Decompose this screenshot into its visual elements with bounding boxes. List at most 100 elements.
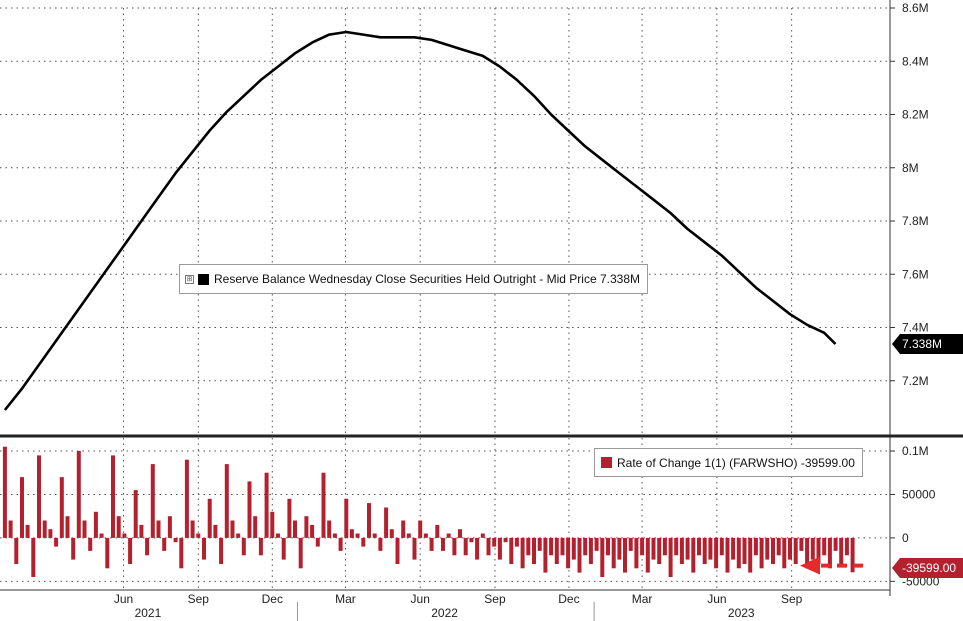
roc-bar: [281, 537, 286, 560]
roc-bar: [384, 507, 389, 538]
roc-bar: [571, 537, 576, 560]
roc-bar: [668, 537, 673, 577]
line-series: [3, 30, 837, 411]
roc-bar: [54, 537, 59, 547]
roc-bar: [480, 533, 485, 538]
roc-bar: [532, 537, 536, 564]
roc-bar: [264, 472, 269, 538]
roc-bar: [560, 537, 565, 556]
roc-bar: [207, 498, 212, 538]
roc-bar: [224, 464, 229, 538]
x-month-label: Jun: [707, 592, 726, 606]
roc-bar: [349, 529, 354, 538]
roc-bar: [401, 520, 406, 538]
roc-bar: [799, 537, 804, 551]
roc-bar: [25, 524, 30, 538]
roc-bar: [37, 455, 41, 538]
roc-bar: [418, 520, 423, 538]
x-month-label: Mar: [632, 592, 653, 606]
roc-bar: [776, 537, 781, 556]
bar-series: [2, 446, 855, 577]
roc-bar: [526, 537, 531, 556]
annotation-arrow: [800, 556, 863, 575]
roc-bar: [497, 537, 502, 560]
roc-bar: [611, 537, 616, 569]
roc-bar: [76, 451, 81, 538]
roc-bar: [645, 537, 650, 573]
roc-bar: [315, 537, 320, 547]
roc-bar: [679, 537, 684, 564]
roc-bar: [782, 537, 787, 569]
upper-tick-label: 7.8M: [902, 214, 929, 228]
roc-bar: [651, 537, 656, 560]
upper-tick-label: 8.6M: [902, 1, 929, 15]
roc-bar: [190, 520, 195, 538]
roc-bar: [8, 520, 13, 538]
roc-bar: [748, 537, 753, 573]
roc-bar: [344, 498, 349, 538]
roc-bar: [298, 537, 303, 569]
roc-bar: [304, 516, 309, 538]
legend-series-value: 7.338M: [599, 272, 640, 286]
roc-bar: [833, 537, 838, 551]
roc-bar: [93, 511, 98, 538]
upper-tick-label: 8M: [902, 161, 919, 175]
roc-bar: [219, 537, 224, 564]
roc-bar: [2, 446, 7, 538]
roc-bar: [503, 537, 508, 543]
roc-bar: [31, 537, 36, 577]
roc-bar: [20, 477, 24, 538]
roc-bar: [549, 537, 554, 556]
roc-bar: [674, 537, 679, 556]
roc-bar: [839, 537, 844, 564]
roc-bar: [139, 524, 144, 538]
lower-tick-label: 0: [902, 531, 909, 545]
x-month-label: Dec: [558, 592, 579, 606]
x-month-label: Dec: [262, 592, 283, 606]
roc-bar: [99, 533, 104, 538]
arrow-head: [800, 556, 820, 575]
roc-bar: [105, 537, 110, 569]
roc-bar: [662, 537, 667, 556]
roc-bar: [258, 537, 263, 556]
roc-bar: [321, 472, 326, 538]
expand-box-icon[interactable]: ⊞: [185, 274, 194, 284]
roc-bar: [65, 516, 70, 538]
upper-legend[interactable]: ⊞ Reserve Balance Wednesday Close Securi…: [179, 264, 648, 294]
legend-swatch-red: [601, 457, 612, 468]
x-year-label: 2021: [135, 606, 162, 620]
roc-bar: [14, 537, 19, 564]
roc-bar: [122, 533, 127, 538]
roc-bar: [270, 511, 275, 538]
roc-bar: [378, 537, 383, 551]
roc-bar: [435, 524, 440, 538]
roc-bar: [492, 537, 497, 547]
roc-bar: [202, 537, 206, 560]
roc-bar: [623, 537, 627, 573]
roc-bar: [196, 533, 201, 538]
roc-bar: [588, 537, 593, 564]
roc-bar: [844, 537, 849, 556]
roc-bar: [566, 537, 571, 569]
roc-bar: [753, 537, 758, 556]
roc-bar: [691, 537, 696, 573]
roc-bar: [372, 533, 377, 538]
legend-series-name: Reserve Balance Wednesday Close Securiti…: [214, 272, 597, 286]
roc-bar: [463, 537, 468, 556]
roc-bar: [736, 537, 741, 569]
roc-bar: [486, 537, 491, 556]
legend-roc-value: -39599.00: [800, 455, 855, 470]
roc-bar: [247, 481, 252, 538]
upper-y-axis: 8.6M 8.4M 8.2M 8M 7.8M 7.6M 7.4M 7.2M: [890, 1, 929, 388]
roc-bar: [276, 533, 280, 538]
roc-bar: [577, 537, 582, 573]
lower-legend[interactable]: Rate of Change 1(1) (FARWSHO) -39599.00: [594, 448, 863, 477]
roc-bar: [230, 520, 235, 538]
roc-bar: [606, 537, 610, 556]
roc-bar: [657, 537, 662, 564]
roc-bar: [173, 537, 178, 543]
roc-bar: [805, 537, 810, 569]
roc-bar: [184, 459, 189, 538]
axis-frame: [0, 0, 963, 596]
